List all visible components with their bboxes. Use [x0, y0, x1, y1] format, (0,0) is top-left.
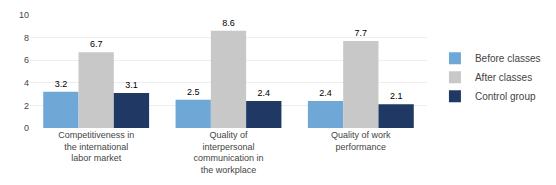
- svg-text:8: 8: [24, 33, 29, 43]
- svg-text:Quality of workperformance: Quality of workperformance: [331, 130, 391, 152]
- svg-text:Control group: Control group: [475, 91, 536, 102]
- svg-text:Competitiveness inthe internat: Competitiveness inthe internationallabor…: [58, 130, 134, 163]
- svg-text:2: 2: [24, 101, 29, 111]
- svg-text:4: 4: [24, 78, 29, 88]
- svg-text:6: 6: [24, 55, 29, 65]
- svg-text:2.4: 2.4: [258, 88, 271, 98]
- svg-text:7.7: 7.7: [355, 28, 368, 38]
- svg-text:After classes: After classes: [475, 72, 532, 83]
- svg-text:3.2: 3.2: [55, 79, 68, 89]
- svg-text:6.7: 6.7: [90, 39, 103, 49]
- svg-text:3.1: 3.1: [125, 80, 138, 90]
- svg-text:8.6: 8.6: [222, 18, 235, 28]
- svg-text:10: 10: [19, 10, 29, 20]
- svg-text:Quality ofinterpersonalcommuni: Quality ofinterpersonalcommunication int…: [193, 130, 263, 175]
- svg-text:2.1: 2.1: [390, 91, 403, 101]
- svg-text:2.4: 2.4: [319, 88, 332, 98]
- svg-text:0: 0: [24, 123, 29, 133]
- svg-text:Before classes: Before classes: [475, 53, 541, 64]
- svg-text:2.5: 2.5: [187, 87, 200, 97]
